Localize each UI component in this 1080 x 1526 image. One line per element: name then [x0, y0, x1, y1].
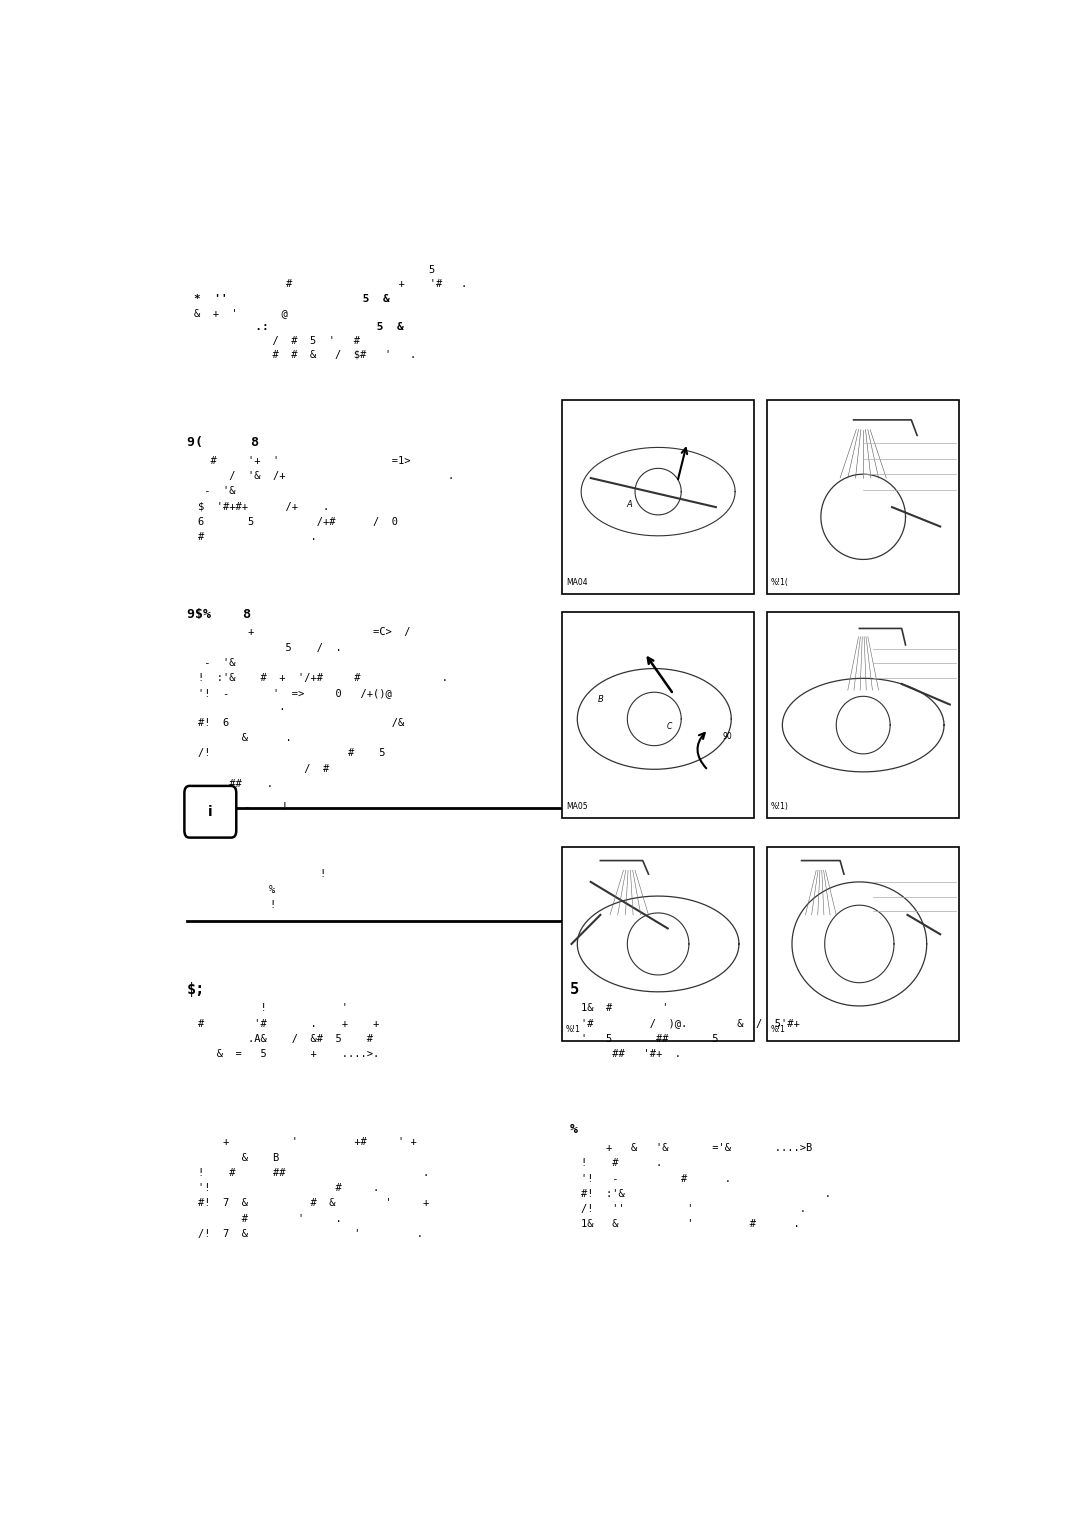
Text: &      .: & . — [198, 732, 292, 743]
Text: 90: 90 — [723, 732, 732, 742]
Text: '!                    #     .: '! # . — [198, 1183, 379, 1193]
Text: $;: $; — [187, 983, 205, 996]
Text: #!  6                          /&: #! 6 /& — [198, 717, 404, 728]
Text: '#         /  )@.        &  /  5'#+: '# / )@. & / 5'#+ — [581, 1018, 800, 1029]
Text: !    #      .: ! # . — [581, 1158, 662, 1169]
Text: 1&  #        ': 1& # ' — [581, 1003, 669, 1013]
Text: *  ''                    5  &: * '' 5 & — [193, 293, 390, 304]
Text: +          '         +#     ' +: + ' +# ' + — [198, 1137, 417, 1148]
Text: +   &   '&       ='&       ....>B: + & '& ='& ....>B — [581, 1143, 812, 1154]
Text: %: % — [570, 1123, 578, 1137]
Text: #                 .: # . — [198, 533, 316, 542]
Text: 5: 5 — [428, 266, 434, 275]
Text: '!  -       '  =>     0   /+()@: '! - ' => 0 /+()@ — [198, 688, 392, 699]
Text: %!1: %!1 — [566, 1025, 581, 1033]
Text: B: B — [597, 696, 604, 705]
Text: !: ! — [320, 870, 325, 879]
Text: C: C — [667, 722, 673, 731]
Text: !    #      ##                      .: ! # ## . — [198, 1167, 429, 1178]
Text: ##   '#+  .: ## '#+ . — [581, 1048, 681, 1059]
Text: 5    /  .: 5 / . — [198, 642, 341, 653]
Text: /!  7  &                 '         .: /! 7 & ' . — [198, 1228, 422, 1239]
Bar — [767, 847, 959, 1041]
Text: 6       5          /+#      /  0: 6 5 /+# / 0 — [198, 517, 397, 526]
Text: /  #  5  '   #: / # 5 ' # — [235, 336, 361, 346]
Text: -  '&: - '& — [198, 487, 235, 496]
Text: .:                5  &: .: 5 & — [235, 322, 404, 331]
Text: &  +  '       @: & + ' @ — [193, 308, 287, 317]
Text: '   5       ##       5: ' 5 ## 5 — [581, 1033, 718, 1044]
Text: A: A — [626, 501, 632, 510]
Text: !            ': ! ' — [198, 1003, 348, 1013]
Text: #  #  &   /  $#   '   .: # # & / $# ' . — [235, 349, 417, 360]
Text: -  '&: - '& — [198, 658, 235, 668]
Text: /  #: / # — [198, 763, 329, 774]
Text: 9(      8: 9( 8 — [187, 436, 259, 449]
Text: 1&   &           '         #      .: 1& & ' # . — [581, 1219, 800, 1230]
Text: $  '#+#+      /+    .: $ '#+#+ /+ . — [198, 502, 329, 511]
Bar — [767, 612, 959, 818]
Text: /!   ''          '                 .: /! '' ' . — [581, 1204, 806, 1215]
Bar — [562, 612, 754, 818]
Bar — [562, 847, 754, 1041]
Text: .A&    /  &#  5    #: .A& / &# 5 # — [198, 1033, 373, 1044]
Text: !: ! — [269, 900, 275, 909]
Text: /  '&  /+                          .: / '& /+ . — [198, 472, 454, 481]
Text: i: i — [208, 804, 213, 819]
Bar — [767, 400, 959, 594]
Text: 9$%    8: 9$% 8 — [187, 609, 251, 621]
Text: ##    .: ## . — [198, 778, 273, 789]
Bar — [562, 400, 754, 594]
Text: #        '#       .    +    +: # '# . + + — [198, 1018, 379, 1029]
FancyBboxPatch shape — [185, 786, 237, 838]
Text: #!  7  &          #  &        '     +: #! 7 & # & ' + — [198, 1198, 429, 1209]
Text: %!1: %!1 — [771, 1025, 786, 1033]
Text: +                   =C>  /: + =C> / — [198, 627, 410, 638]
Text: #!  :'&                                .: #! :'& . — [581, 1189, 832, 1199]
Text: #                 +    '#   .: # + '# . — [285, 279, 467, 290]
Text: /!                      #    5: /! # 5 — [198, 748, 386, 758]
Text: #     '+  '                  =1>: # '+ ' =1> — [198, 456, 410, 465]
Text: &    B: & B — [198, 1152, 279, 1163]
Text: 5: 5 — [570, 983, 579, 996]
Text: %!1(: %!1( — [771, 578, 789, 588]
Text: MA04: MA04 — [566, 578, 588, 588]
Text: #        '     .: # ' . — [198, 1213, 341, 1224]
Text: MA05: MA05 — [566, 801, 588, 810]
Text: '!   -          #      .: '! - # . — [581, 1173, 731, 1184]
Text: -     !: - ! — [238, 803, 288, 812]
Text: .: . — [198, 702, 285, 713]
Text: %: % — [269, 885, 275, 894]
Text: &  =   5       +    ....>.: & = 5 + ....>. — [198, 1048, 379, 1059]
Text: %!1): %!1) — [771, 801, 789, 810]
Text: !  :'&    #  +  '/+#     #             .: ! :'& # + '/+# # . — [198, 673, 448, 684]
